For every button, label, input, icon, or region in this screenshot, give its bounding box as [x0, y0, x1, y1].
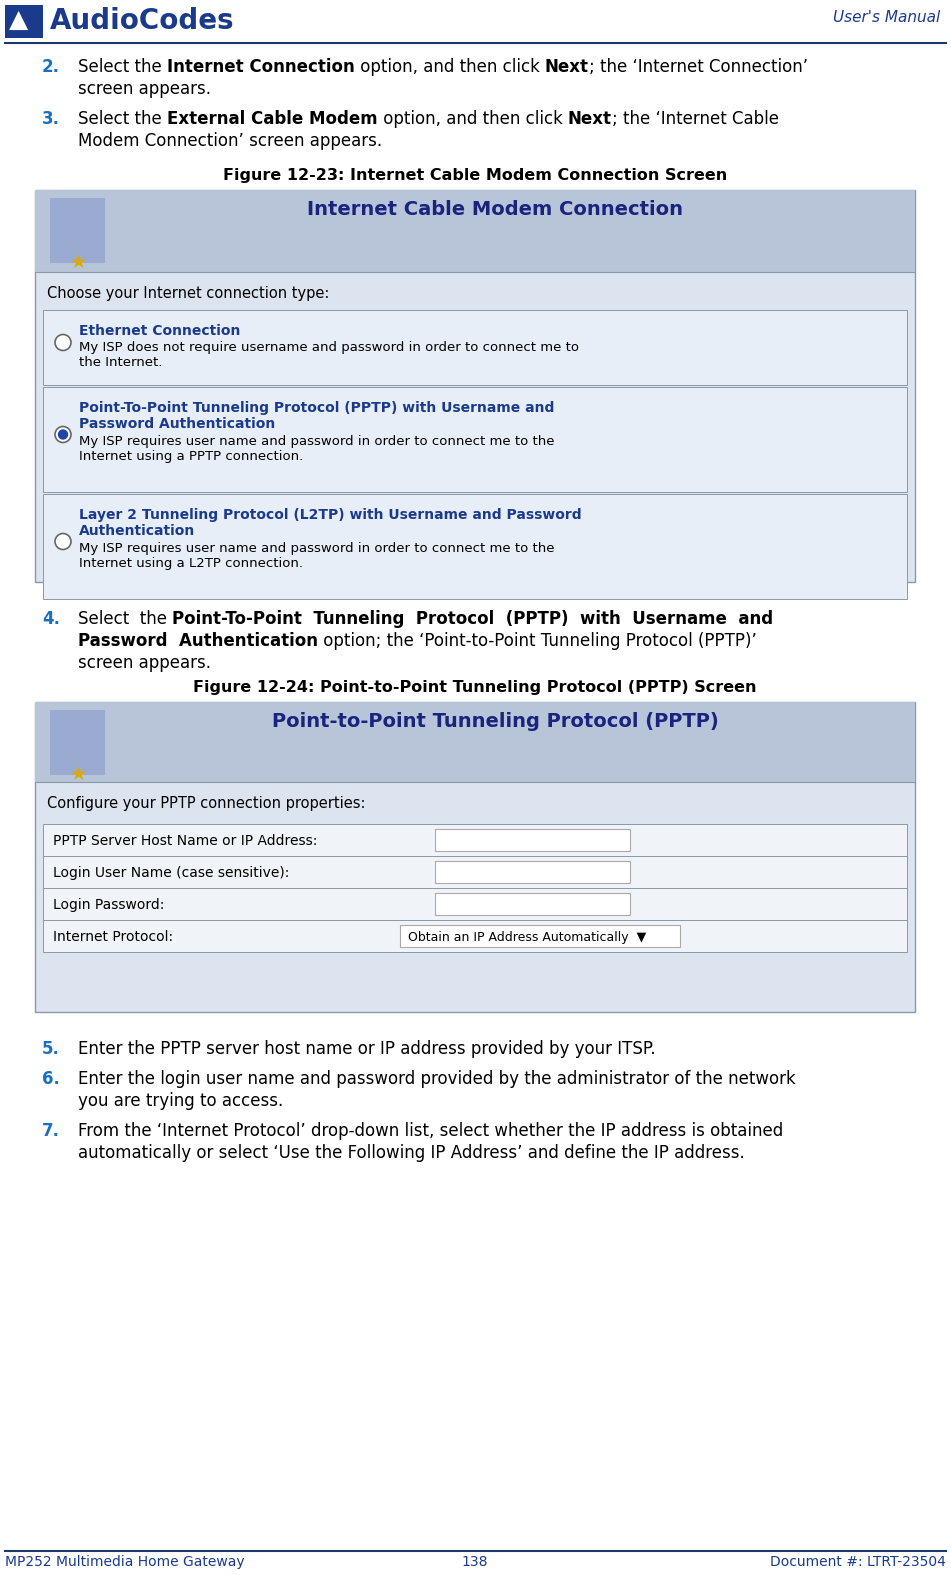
Bar	[43, 888, 907, 920]
Text: Internet Cable Modem Connection: Internet Cable Modem Connection	[307, 200, 683, 219]
Text: MP252 Multimedia Home Gateway: MP252 Multimedia Home Gateway	[5, 1555, 244, 1569]
Bar	[50, 198, 105, 263]
Text: Select the: Select the	[78, 110, 167, 128]
Text: automatically or select ‘Use the Following IP Address’ and define the IP address: automatically or select ‘Use the Followi…	[78, 1143, 745, 1162]
Text: My ISP requires user name and password in order to connect me to the
Internet us: My ISP requires user name and password i…	[79, 435, 554, 463]
Text: User's Manual: User's Manual	[833, 9, 940, 25]
Text: 5.: 5.	[42, 1040, 60, 1058]
Text: Select  the: Select the	[78, 610, 172, 628]
Text: ★: ★	[69, 254, 87, 272]
Bar	[35, 702, 915, 783]
Bar	[43, 387, 907, 491]
Text: My ISP does not require username and password in order to connect me to
the Inte: My ISP does not require username and pas…	[79, 342, 579, 369]
Bar	[43, 920, 907, 951]
Circle shape	[59, 430, 68, 439]
Text: Select the: Select the	[78, 58, 167, 76]
Text: 4.: 4.	[42, 610, 60, 628]
Text: Internet Protocol:: Internet Protocol:	[53, 929, 173, 943]
Text: option, and then click: option, and then click	[378, 110, 568, 128]
Bar	[35, 702, 915, 1013]
Text: Figure 12-23: Internet Cable Modem Connection Screen: Figure 12-23: Internet Cable Modem Conne…	[223, 169, 728, 183]
Text: Internet Connection: Internet Connection	[167, 58, 355, 76]
Text: External Cable Modem: External Cable Modem	[167, 110, 378, 128]
Text: 138: 138	[462, 1555, 488, 1569]
Text: Choose your Internet connection type:: Choose your Internet connection type:	[47, 287, 329, 301]
Text: Ethernet Connection: Ethernet Connection	[79, 324, 241, 339]
Bar	[435, 828, 630, 851]
Text: ★: ★	[69, 765, 87, 784]
Bar	[43, 824, 907, 855]
Text: ; the ‘Internet Connection’: ; the ‘Internet Connection’	[589, 58, 808, 76]
Circle shape	[55, 534, 71, 550]
Text: Figure 12-24: Point-to-Point Tunneling Protocol (PPTP) Screen: Figure 12-24: Point-to-Point Tunneling P…	[193, 680, 757, 695]
Text: From the ‘Internet Protocol’ drop-down list, select whether the IP address is ob: From the ‘Internet Protocol’ drop-down l…	[78, 1121, 784, 1140]
Text: ; the ‘Internet Cable: ; the ‘Internet Cable	[611, 110, 779, 128]
Text: PPTP Server Host Name or IP Address:: PPTP Server Host Name or IP Address:	[53, 835, 318, 847]
Text: Modem Connection’ screen appears.: Modem Connection’ screen appears.	[78, 132, 382, 150]
Text: Point-To-Point Tunneling Protocol (PPTP) with Username and: Point-To-Point Tunneling Protocol (PPTP)…	[79, 402, 554, 414]
Text: Point-to-Point Tunneling Protocol (PPTP): Point-to-Point Tunneling Protocol (PPTP)	[272, 712, 718, 731]
Text: Password  Authentication: Password Authentication	[78, 632, 318, 650]
Text: Configure your PPTP connection properties:: Configure your PPTP connection propertie…	[47, 795, 365, 811]
Text: screen appears.: screen appears.	[78, 654, 211, 673]
Text: Enter the login user name and password provided by the administrator of the netw: Enter the login user name and password p…	[78, 1069, 796, 1088]
Bar	[5, 5, 43, 38]
Bar	[43, 310, 907, 384]
Text: Document #: LTRT-23504: Document #: LTRT-23504	[770, 1555, 946, 1569]
Bar	[35, 191, 915, 272]
Circle shape	[55, 334, 71, 351]
Bar	[43, 855, 907, 888]
Text: Login Password:: Login Password:	[53, 898, 165, 912]
Bar	[50, 710, 105, 775]
Text: you are trying to access.: you are trying to access.	[78, 1091, 283, 1110]
Bar	[435, 893, 630, 915]
Text: Authentication: Authentication	[79, 524, 195, 539]
Text: Next: Next	[568, 110, 611, 128]
Text: Password Authentication: Password Authentication	[79, 417, 275, 432]
Text: Next: Next	[545, 58, 589, 76]
Text: Point-To-Point  Tunneling  Protocol  (PPTP)  with  Username  and: Point-To-Point Tunneling Protocol (PPTP)…	[172, 610, 773, 628]
Text: Layer 2 Tunneling Protocol (L2TP) with Username and Password: Layer 2 Tunneling Protocol (L2TP) with U…	[79, 509, 582, 521]
Bar	[43, 495, 907, 598]
Text: option, and then click: option, and then click	[355, 58, 545, 76]
Text: screen appears.: screen appears.	[78, 80, 211, 98]
Text: 3.: 3.	[42, 110, 60, 128]
Bar	[435, 862, 630, 884]
Circle shape	[55, 427, 71, 443]
Bar	[400, 925, 680, 947]
Text: Obtain an IP Address Automatically  ▼: Obtain an IP Address Automatically ▼	[408, 931, 647, 943]
Text: AudioCodes: AudioCodes	[50, 6, 235, 35]
Text: ▲: ▲	[9, 8, 29, 32]
Text: option; the ‘Point-to-Point Tunneling Protocol (PPTP)’: option; the ‘Point-to-Point Tunneling Pr…	[318, 632, 757, 650]
Text: Enter the PPTP server host name or IP address provided by your ITSP.: Enter the PPTP server host name or IP ad…	[78, 1040, 655, 1058]
Bar	[35, 191, 915, 583]
Text: 2.: 2.	[42, 58, 60, 76]
Text: My ISP requires user name and password in order to connect me to the
Internet us: My ISP requires user name and password i…	[79, 542, 554, 570]
Text: 7.: 7.	[42, 1121, 60, 1140]
Text: 6.: 6.	[42, 1069, 60, 1088]
Text: Login User Name (case sensitive):: Login User Name (case sensitive):	[53, 866, 289, 880]
